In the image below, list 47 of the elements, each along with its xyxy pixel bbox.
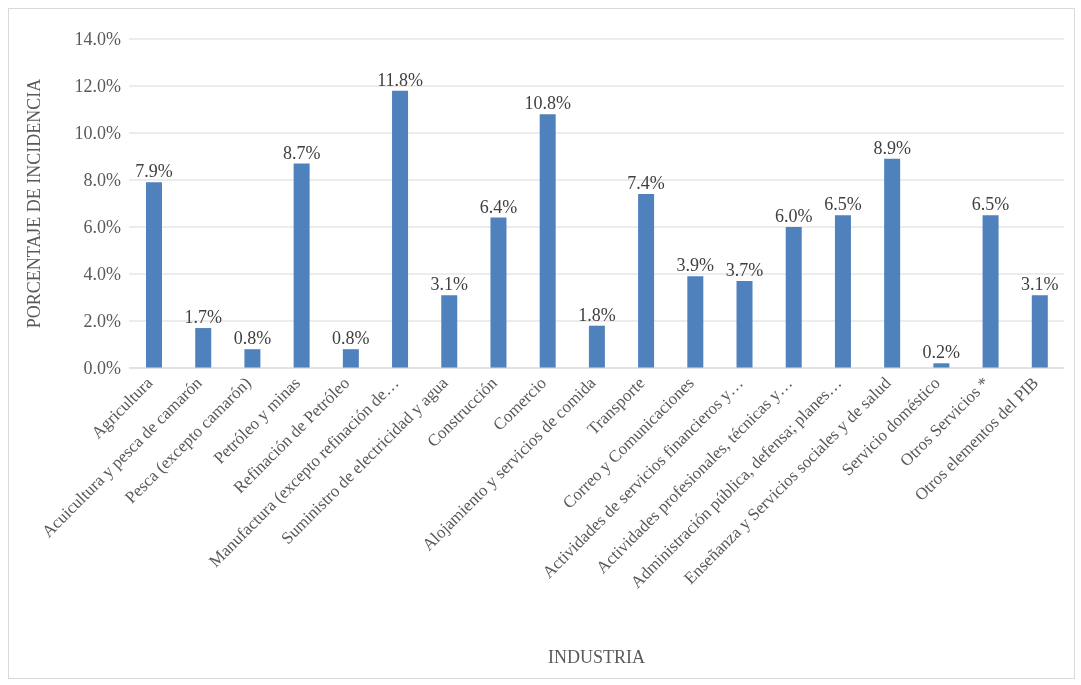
data-label: 6.4% xyxy=(479,196,518,217)
data-label: 3.1% xyxy=(430,274,469,295)
y-tick-label: 2.0% xyxy=(83,311,121,332)
bar xyxy=(736,281,753,368)
data-label: 3.9% xyxy=(676,255,715,276)
y-tick-label: 14.0% xyxy=(74,29,121,50)
bar xyxy=(244,349,261,368)
bar xyxy=(834,215,851,368)
y-tick-label: 6.0% xyxy=(83,217,121,238)
data-label: 7.4% xyxy=(627,173,665,194)
data-label: 7.9% xyxy=(135,161,173,182)
data-label: 0.8% xyxy=(332,328,370,349)
data-label: 8.7% xyxy=(282,142,321,163)
data-label: 3.1% xyxy=(1021,274,1059,295)
data-label: 0.8% xyxy=(233,328,272,349)
y-tick-label: 10.0% xyxy=(74,123,121,144)
data-label: 3.7% xyxy=(725,260,764,281)
bar xyxy=(146,182,162,368)
bar xyxy=(342,349,359,368)
data-label: 1.8% xyxy=(578,304,616,325)
bar xyxy=(1031,295,1048,368)
bar xyxy=(539,114,556,368)
bar xyxy=(490,217,507,368)
bar xyxy=(884,158,901,368)
data-label: 1.7% xyxy=(184,307,222,328)
bar xyxy=(588,325,605,368)
bar xyxy=(638,194,655,368)
bar xyxy=(687,276,704,368)
bar xyxy=(441,295,458,368)
bar xyxy=(195,328,212,368)
x-axis-title: INDUSTRIA xyxy=(548,647,645,667)
bar xyxy=(293,163,310,368)
bar xyxy=(785,227,802,368)
data-label: 8.9% xyxy=(873,137,911,158)
data-label: 6.0% xyxy=(774,206,813,226)
bar xyxy=(982,215,999,368)
data-label: 10.8% xyxy=(524,93,571,114)
data-label: 6.5% xyxy=(971,194,1010,215)
data-label: 6.5% xyxy=(824,194,862,215)
data-label: 0.2% xyxy=(922,342,961,363)
y-tick-label: 8.0% xyxy=(83,170,121,191)
y-tick-label: 4.0% xyxy=(83,264,121,285)
y-tick-label: 0.0% xyxy=(83,358,121,379)
bar xyxy=(392,90,409,368)
data-label: 11.8% xyxy=(377,69,423,90)
y-tick-label: 12.0% xyxy=(74,76,121,97)
y-axis-title: PORCENTAJE DE INCIDENCIA xyxy=(24,78,45,329)
